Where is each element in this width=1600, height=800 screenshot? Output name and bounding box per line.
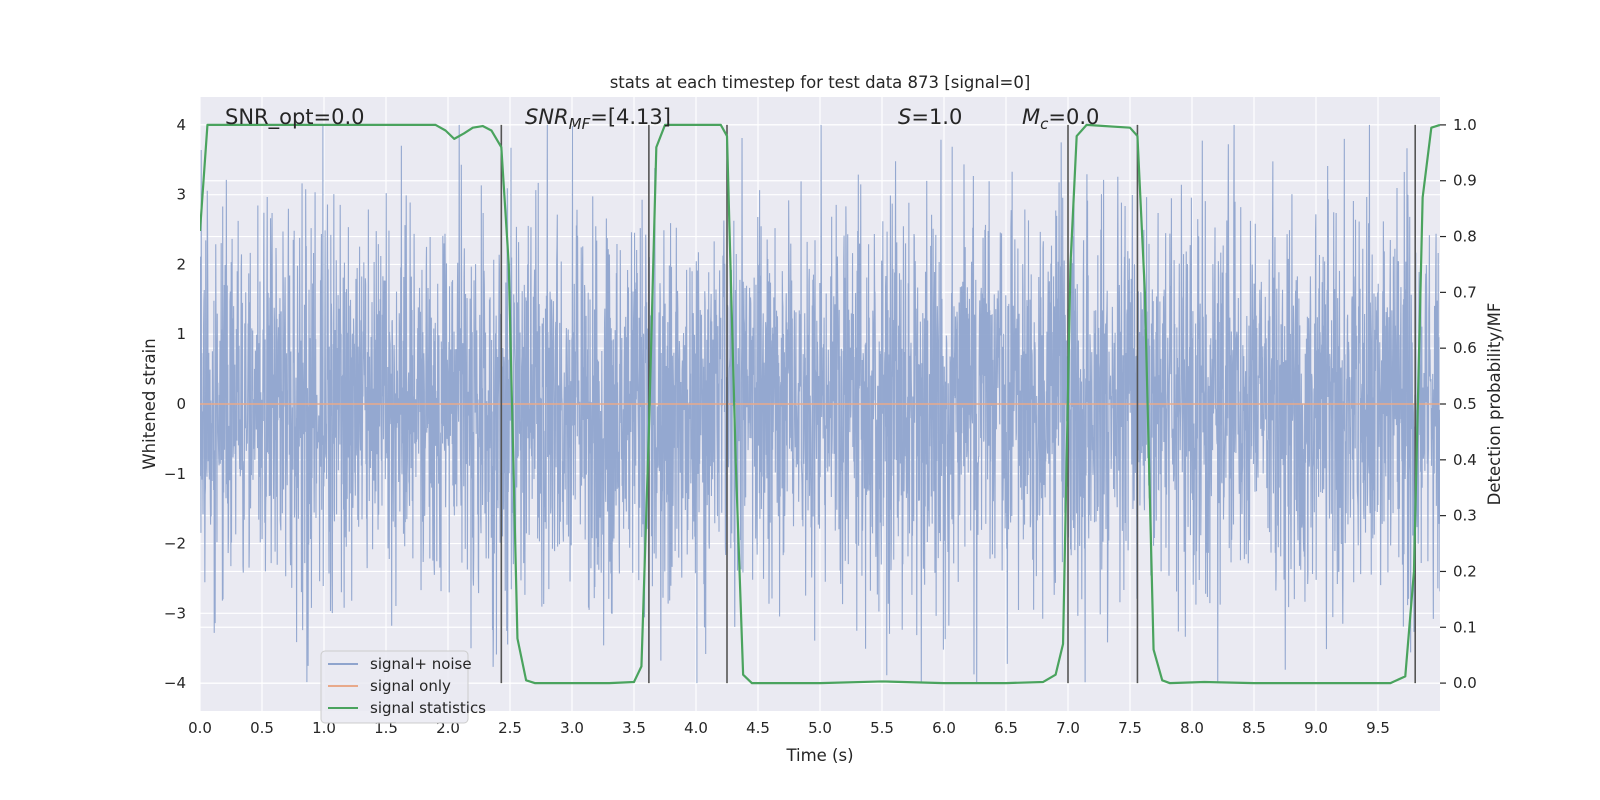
x-tick-label-16: 8.0 [1180,719,1204,737]
x-tick-label-11: 5.5 [870,719,894,737]
x-tick-label-6: 3.0 [560,719,584,737]
series-line-signal-statistics [200,123,1440,685]
x-tick-label-12: 6.0 [932,719,956,737]
y2-tick-label-1: 0.1 [1453,618,1477,636]
y2-tick-label-6: 0.6 [1453,339,1477,357]
annotation-mc-value: =0.0 [1048,105,1099,129]
legend: signal+ noise signal only signal statist… [320,650,486,724]
y2-axis-title: Detection probability/MF [1485,303,1504,506]
x-tick-label-9: 4.5 [746,719,770,737]
x-tick-label-7: 3.5 [622,719,646,737]
y-tick-label-0: −4 [164,674,186,692]
x-tick-label-13: 6.5 [994,719,1018,737]
x-tick-label-8: 4.0 [684,719,708,737]
y2-tick-label-7: 0.7 [1453,283,1477,301]
series-line-signal-noise [200,124,1440,684]
y2-tick-label-8: 0.8 [1453,228,1477,246]
x-tick-label-14: 7.0 [1056,719,1080,737]
annotation-s-value: =1.0 [911,105,962,129]
chart-title: stats at each timestep for test data 873… [610,73,1031,92]
y2-tick-label-9: 0.9 [1453,172,1477,190]
series-signal-statistics [200,123,1440,685]
y2-tick-label-5: 0.5 [1453,395,1477,413]
annotation-snr-mf: SNRMF=[4.13] [525,105,671,133]
y-tick-label-2: −2 [164,535,186,553]
annotation-s: S=1.0 [898,105,962,129]
y-tick-label-8: 4 [176,116,186,134]
y-tick-label-3: −1 [164,465,186,483]
y-tick-label-7: 3 [176,186,186,204]
y-tick-label-5: 1 [176,325,186,343]
legend-box [320,650,469,724]
annotation-mc-main: M [1022,105,1040,129]
annotation-s-main: S [898,105,911,129]
series-signal-noise [200,124,1440,684]
x-axis-title: Time (s) [785,746,853,765]
annotation-mc-sub: c [1040,115,1049,133]
y2-tick-label-3: 0.3 [1453,507,1477,525]
annotation-snr-mf-main: SNR [525,105,569,129]
y-tick-label-4: 0 [176,395,186,413]
legend-label-signal-only: signal only [370,677,451,695]
x-tick-label-10: 5.0 [808,719,832,737]
annotation-mc: Mc=0.0 [1022,105,1099,133]
x-tick-label-19: 9.5 [1366,719,1390,737]
y-tick-label-1: −3 [164,604,186,622]
x-tick-label-15: 7.5 [1118,719,1142,737]
annotation-snr-mf-value: =[4.13] [590,105,671,129]
axis-ticks: 0.0 0.5 1.0 1.5 2.0 2.5 3.0 3.5 4.0 4.5 5.0 5.5 6.0 6… [164,116,1477,737]
x-tick-label-18: 9.0 [1304,719,1328,737]
x-tick-label-5: 2.5 [498,719,522,737]
y2-tick-label-4: 0.4 [1453,451,1477,469]
x-tick-label-1: 0.5 [250,719,274,737]
y-axis-title: Whitened strain [140,338,159,469]
y2-tick-label-10: 1.0 [1453,116,1477,134]
y-tick-label-6: 2 [176,255,186,273]
y2-tick-label-0: 0.0 [1453,674,1477,692]
legend-label-signal-statistics: signal statistics [370,699,486,717]
x-tick-label-17: 8.5 [1242,719,1266,737]
legend-label-signal-noise: signal+ noise [370,655,472,673]
annotation-snr-mf-sub: MF [569,115,591,133]
x-tick-label-0: 0.0 [188,719,212,737]
annotation-snr-opt: SNR_opt=0.0 [225,105,365,130]
y2-tick-label-2: 0.2 [1453,562,1477,580]
